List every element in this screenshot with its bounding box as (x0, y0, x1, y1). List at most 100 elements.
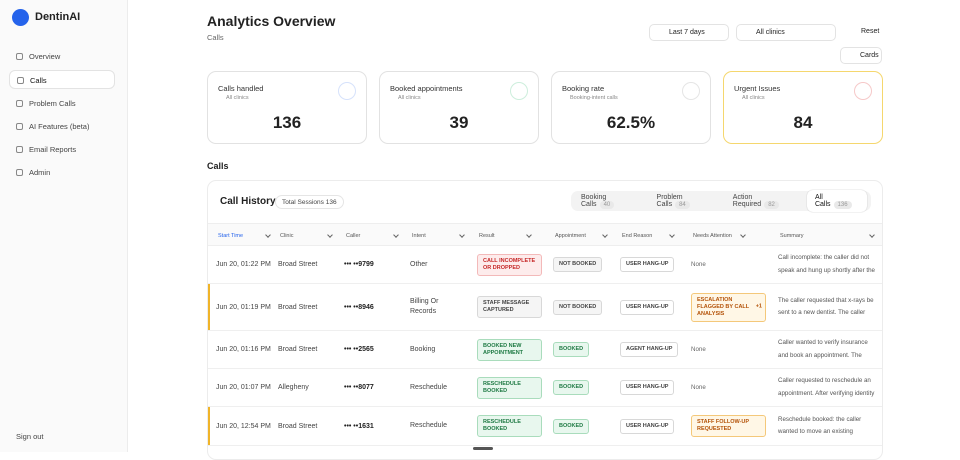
sort-chevron (459, 232, 465, 238)
nav-icon (16, 100, 23, 107)
result-badge: BOOKED NEW APPOINTMENT (477, 338, 542, 361)
appointment-badge: BOOKED (553, 342, 590, 357)
total-label: Total Sessions (282, 199, 324, 206)
appointment-badge: BOOKED (553, 380, 590, 395)
cell-wrap: BOOKED NEW APPOINTMENT (477, 331, 542, 368)
cell-wrap: Jun 20, 01:16 PM (216, 331, 271, 368)
cell-wrap: BOOKED (553, 407, 590, 445)
cell-wrap: Reschedule (410, 369, 460, 406)
column-header[interactable]: Clinic (280, 233, 294, 239)
kpi-value: 39 (449, 113, 469, 132)
nav-item[interactable]: Email Reports (9, 140, 115, 159)
column-header[interactable]: Caller (346, 233, 361, 239)
clinic-select[interactable]: All clinics (736, 24, 836, 41)
kpi-value: 136 (272, 113, 302, 132)
nav-icon (16, 123, 23, 130)
tab-label: Action Required (732, 194, 762, 208)
table-row[interactable]: Jun 20, 12:54 PM Broad Street ••• ••1631 Re… (208, 407, 882, 446)
column-header[interactable]: Start Time (218, 233, 244, 239)
kpi-sub: All clinics (226, 95, 249, 101)
table-row[interactable]: Jun 20, 01:19 PM Broad Street ••• ••8946 Bi… (208, 284, 882, 331)
caller: ••• ••9799 (344, 261, 374, 268)
tab[interactable]: Action Required 82 (725, 190, 805, 212)
cell-wrap: Reschedule (410, 407, 460, 445)
nav-item[interactable]: Problem Calls (9, 94, 115, 113)
table-header: Start Time Clinic Caller Intent Result Appoin… (208, 223, 882, 246)
summary: Caller requested to reschedule an appoin… (778, 377, 875, 397)
section-title: Calls (207, 161, 229, 171)
sort-chevron (265, 232, 271, 238)
summary: Call incomplete: the caller did not spea… (778, 254, 876, 274)
reset-button[interactable]: Reset (861, 28, 880, 35)
cell-wrap: The caller requested that x-rays be sent… (778, 284, 878, 330)
cell-wrap: Billing Or Records (410, 284, 460, 330)
kpi-card: Booked appointments All clinics 39 (379, 71, 539, 144)
caller: ••• ••2565 (344, 346, 374, 353)
kpi-card: Urgent Issues All clinics 84 (723, 71, 883, 144)
clinic: Broad Street (278, 422, 318, 430)
sidebar: DentinAI Sign out Overview Calls Problem C… (0, 0, 128, 452)
kpi-icon (854, 82, 872, 100)
table-row[interactable]: Jun 20, 01:16 PM Broad Street ••• ••2565 Bo… (208, 331, 882, 369)
cell-wrap: USER HANG-UP (620, 284, 675, 330)
tab-count: 136 (833, 201, 852, 209)
column-header[interactable]: Appointment (555, 233, 586, 239)
cell-wrap: None (691, 369, 706, 406)
kpi-card: Booking rate Booking-intent calls 62.5% (551, 71, 711, 144)
tab-count: 82 (764, 201, 779, 209)
summary: The caller requested that x-rays be sent… (778, 296, 874, 317)
tab-label: Problem Calls (656, 194, 683, 208)
logo (12, 9, 29, 26)
nav-item[interactable]: Overview (9, 47, 115, 66)
column-header[interactable]: Summary (780, 233, 804, 239)
result-badge: STAFF MESSAGE CAPTURED (477, 296, 542, 318)
result-badge: RESCHEDULE BOOKED (477, 376, 542, 399)
column-header[interactable]: Intent (412, 233, 426, 239)
attention-badge: ESCALATION FLAGGED BY CALL ANALYSIS +1 (691, 292, 766, 322)
tab[interactable]: Problem Calls 84 (649, 190, 723, 212)
result-badge: RESCHEDULE BOOKED (477, 415, 542, 437)
kpi-label: Urgent Issues (734, 84, 781, 93)
nav-item[interactable]: Admin (9, 163, 115, 182)
cell-wrap: Allegheny (278, 369, 309, 406)
call-history-panel: Call History Total Sessions 136 Booking … (207, 180, 883, 460)
start-time: Jun 20, 01:19 PM (216, 303, 271, 311)
cell-wrap: AGENT HANG-UP (620, 331, 679, 368)
cell-wrap: STAFF FOLLOW-UP REQUESTED (691, 407, 766, 445)
nav-item[interactable]: AI Features (beta) (9, 117, 115, 136)
cell-wrap: Broad Street (278, 284, 317, 330)
cell-wrap: Broad Street (278, 331, 317, 368)
cell-wrap: NOT BOOKED (553, 246, 603, 283)
column-header[interactable]: End Reason (622, 233, 653, 239)
range-select[interactable]: Last 7 days (649, 24, 729, 41)
panel-title: Call History (220, 196, 276, 207)
sort-chevron (740, 232, 746, 238)
view-button[interactable]: Cards (840, 47, 882, 64)
nav-item[interactable]: Calls (9, 70, 115, 89)
kpi-value: 84 (793, 113, 813, 132)
kpi-icon (682, 82, 700, 100)
intent: Other (410, 260, 428, 268)
intent: Reschedule (410, 422, 447, 429)
cell-wrap: Caller requested to reschedule an appoin… (778, 369, 878, 406)
cell-wrap: BOOKED (553, 369, 590, 406)
cell-wrap: ••• ••1631 (344, 407, 374, 445)
tab[interactable]: Booking Calls 40 (573, 190, 647, 212)
column-header[interactable]: Result (479, 233, 495, 239)
sign-out[interactable]: Sign out (16, 432, 44, 441)
cell-wrap: ••• ••8077 (344, 369, 374, 406)
table-row[interactable]: Jun 20, 01:22 PM Broad Street ••• ••9799 Ot… (208, 246, 882, 284)
cell-wrap: Caller wanted to verify insurance and bo… (778, 331, 878, 368)
sort-chevron (526, 232, 532, 238)
sort-chevron (393, 232, 399, 238)
tab[interactable]: All Calls 136 (806, 190, 867, 212)
sort-chevron (669, 232, 675, 238)
kpi-value: 62.5% (606, 113, 656, 132)
end-reason-badge: USER HANG-UP (620, 257, 675, 272)
column-header[interactable]: Needs Attention (693, 233, 732, 239)
table-row[interactable]: Jun 20, 01:07 PM Allegheny ••• ••8077 Resch… (208, 369, 882, 407)
total-count: 136 (325, 199, 337, 206)
cell-wrap: Broad Street (278, 246, 317, 283)
kpi-card: Calls handled All clinics 136 (207, 71, 367, 144)
